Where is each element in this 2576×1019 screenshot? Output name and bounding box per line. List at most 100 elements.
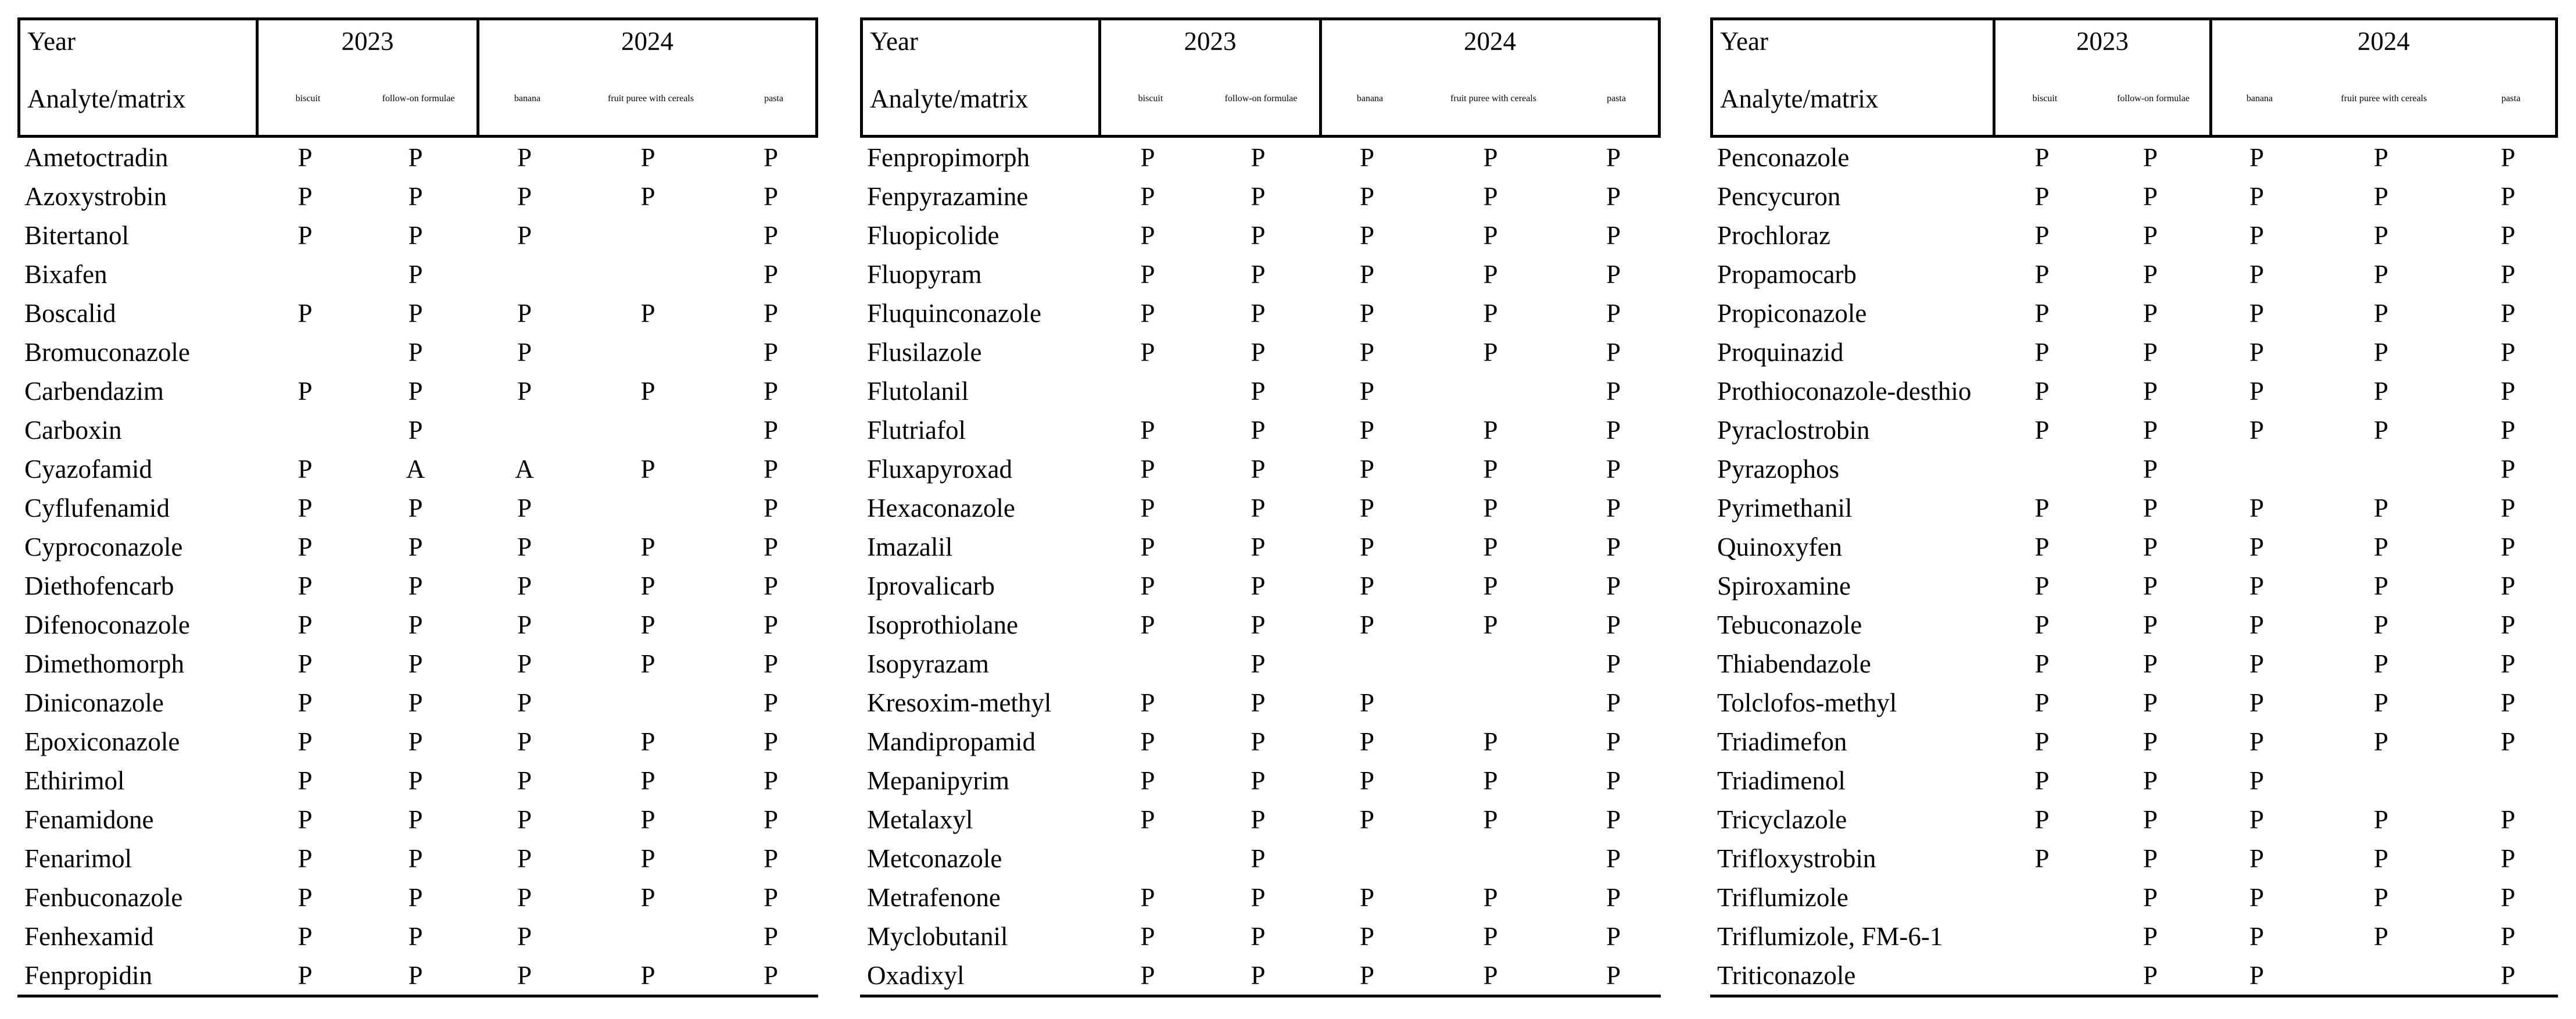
result-cell: P [1483,337,1498,367]
analyte-name: Myclobutanil [867,921,1008,951]
result-cell: P [1483,805,1498,834]
table-row: Tricyclazole P P P P P [1710,800,2558,839]
col-label-banana: banana [1356,93,1384,103]
result-cell: P [2034,688,2050,717]
result-cell [1993,956,2091,995]
result-cell: P [2249,532,2265,562]
result-cell: P [1140,571,1155,600]
result-cell: P [1606,921,1621,951]
result-cell: P [2249,843,2265,873]
result-cell: P [298,688,313,717]
year-2023-label: 2023 [341,27,394,56]
analyte-name: Boscalid [24,298,116,328]
result-cell: P [763,142,779,172]
table-row: Imazalil P P P P P [860,527,1661,566]
result-cell: P [2500,843,2516,873]
analyte-name: Fluxapyroxad [867,454,1012,484]
result-cell: P [2143,766,2158,795]
result-cell [1415,644,1566,683]
table-row: Fenbuconazole P P P P P [17,878,818,917]
result-cell: P [1359,142,1375,172]
result-cell: P [2373,376,2389,406]
result-cell [1415,839,1566,878]
result-cell: P [517,960,532,990]
result-cell: P [2034,337,2050,367]
analyte-name: Azoxystrobin [24,181,167,211]
table-row: Cyflufenamid P P P P [17,488,818,527]
year-2024-label: 2024 [2358,27,2410,56]
result-cell: P [2034,376,2050,406]
analyte-table-1: Year Analyte/matrix 2023 biscuit follow-… [17,17,818,997]
result-cell: P [2373,493,2389,523]
result-cell: P [2500,415,2516,445]
analyte-name: Pyraclostrobin [1717,415,1870,445]
result-cell: P [517,571,532,600]
result-cell: P [2373,688,2389,717]
result-cell: P [517,298,532,328]
result-cell: P [2034,805,2050,834]
analyte-table-3: Year Analyte/matrix 2023 biscuit follow-… [1710,17,2558,997]
result-cell: P [2500,220,2516,250]
table-row: Pyrimethanil P P P P P [1710,488,2558,527]
result-cell: P [640,532,655,562]
result-cell: P [1359,259,1375,289]
analyte-name: Kresoxim-methyl [867,688,1052,717]
result-cell: P [2143,337,2158,367]
analyte-name: Ametoctradin [24,142,169,172]
result-cell: P [1140,454,1155,484]
result-cell: P [640,298,655,328]
table-row: Propiconazole P P P P P [1710,294,2558,332]
result-cell: P [2143,181,2158,211]
analyte-name: Mandipropamid [867,727,1036,756]
result-cell: P [298,805,313,834]
result-cell: P [2034,142,2050,172]
result-cell: P [1140,493,1155,523]
result-cell: P [640,843,655,873]
table-row: Boscalid P P P P P [17,294,818,332]
header-group-2023: 2023 biscuit follow-on formulae [256,20,476,135]
result-cell: P [408,259,423,289]
result-cell: P [1483,960,1498,990]
result-cell: P [1359,532,1375,562]
table-row: Fenhexamid P P P P [17,917,818,956]
result-cell: P [1606,882,1621,912]
table-row: Triflumizole, FM-6-1 P P P P [1710,917,2558,956]
result-cell: P [298,843,313,873]
result-cell: P [517,142,532,172]
result-cell: P [408,493,423,523]
result-cell: P [408,805,423,834]
result-cell: P [1606,454,1621,484]
table-row: Proquinazid P P P P P [1710,332,2558,371]
col-label-pasta: pasta [764,93,783,103]
analyte-name: Quinoxyfen [1717,532,1842,562]
table-1-body: Ametoctradin P P P P P Azoxystrobin P P P P P Bitert… [17,138,818,997]
table-row: Ametoctradin P P P P P [17,138,818,177]
result-cell: P [1140,181,1155,211]
result-cell: P [640,960,655,990]
result-cell: P [1140,298,1155,328]
result-cell: P [1483,298,1498,328]
result-cell: P [1251,259,1266,289]
result-cell: P [1359,298,1375,328]
result-cell [2304,761,2458,800]
analyte-name: Cyproconazole [24,532,183,562]
result-cell: P [763,571,779,600]
result-cell [1098,371,1197,410]
table-row: Mepanipyrim P P P P P [860,761,1661,800]
result-cell [572,683,723,722]
result-cell: P [763,766,779,795]
analyte-name: Tebuconazole [1717,610,1862,639]
result-cell: P [1251,142,1266,172]
result-cell: P [1140,727,1155,756]
result-cell: P [1483,727,1498,756]
result-cell: P [2034,610,2050,639]
result-cell: P [2034,259,2050,289]
year-label: Year [1720,27,1768,56]
analyte-name: Tricyclazole [1717,805,1847,834]
result-cell: P [1359,454,1375,484]
result-cell: P [2143,493,2158,523]
col-label-biscuit: biscuit [2032,93,2058,103]
table-1-header: Year Analyte/matrix 2023 biscuit follow-… [17,17,818,138]
result-cell: P [1140,142,1155,172]
result-cell: P [1483,882,1498,912]
